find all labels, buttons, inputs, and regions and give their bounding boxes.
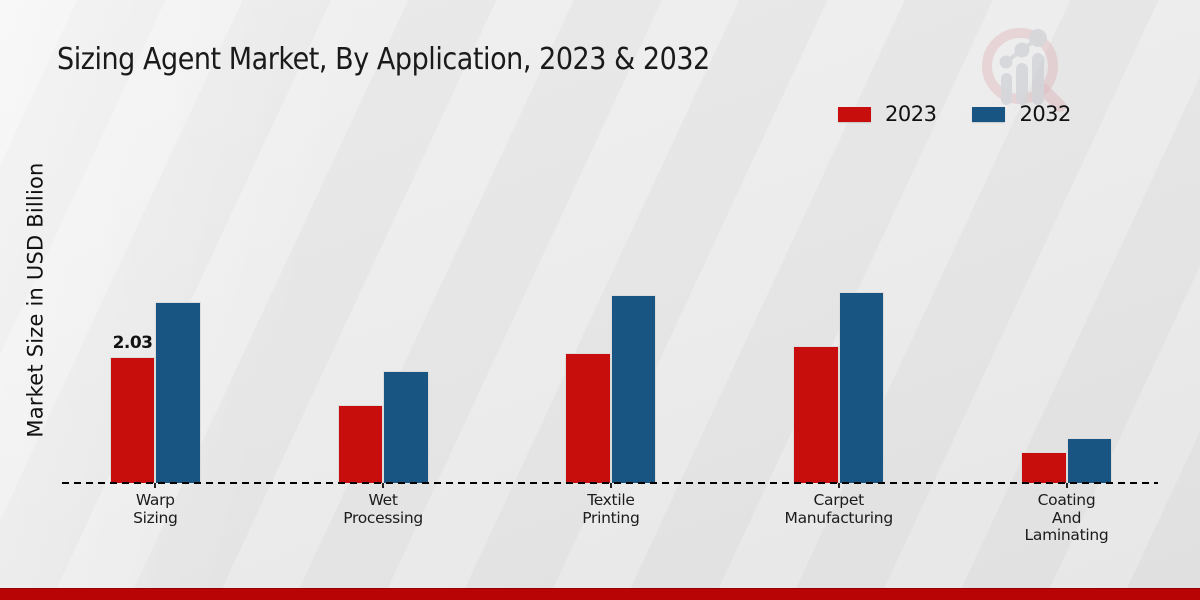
bars-trend-icon [999,29,1047,105]
legend-label-2032: 2032 [1019,102,1071,126]
x-axis-label-wet-processing: Wet Processing [343,491,423,527]
legend-item-2032: 2032 [972,102,1071,126]
legend-swatch-2023 [838,106,871,122]
x-axis-tick-textile-printing [609,483,612,488]
bottom-accent-bar [0,588,1200,600]
bar-2023-wet-processing [337,405,384,483]
bar-2032-coating-and-laminating [1066,438,1112,483]
x-axis-baseline [62,482,1158,484]
bar-2032-wet-processing [383,370,429,483]
x-axis-label-textile-printing: Textile Printing [582,491,640,527]
bar-2023-textile-printing [565,353,611,483]
y-axis-label: Market Size in USD Billion [23,162,48,438]
legend-label-2023: 2023 [885,102,937,126]
bar-2032-warp-sizing [155,302,201,483]
chart-title: Sizing Agent Market, By Application, 202… [57,42,710,77]
x-axis-label-carpet-manufacturing: Carpet Manufacturing [784,491,894,527]
magnifier-icon [982,28,1066,112]
x-axis-tick-carpet-manufacturing [837,483,840,488]
bar-2023-coating-and-laminating [1021,452,1067,483]
bar-2023-carpet-manufacturing [793,345,839,483]
bar-2032-carpet-manufacturing [838,292,885,483]
x-axis-label-warp-sizing: Warp Sizing [133,491,178,527]
legend-swatch-2032 [972,106,1006,122]
x-axis-label-coating-and-laminating: Coating And Laminating [1024,491,1109,544]
data-label-2.03: 2.03 [112,333,153,354]
legend-item-2023: 2023 [838,102,937,126]
x-axis-tick-warp-sizing [154,483,157,488]
bar-2023-warp-sizing [109,357,156,483]
legend: 2023 2032 [838,102,1071,126]
bar-2032-textile-printing [610,295,657,483]
x-axis-tick-coating-and-laminating [1065,483,1068,488]
x-axis-tick-wet-processing [382,483,385,488]
brand-watermark-logo [982,28,1066,112]
